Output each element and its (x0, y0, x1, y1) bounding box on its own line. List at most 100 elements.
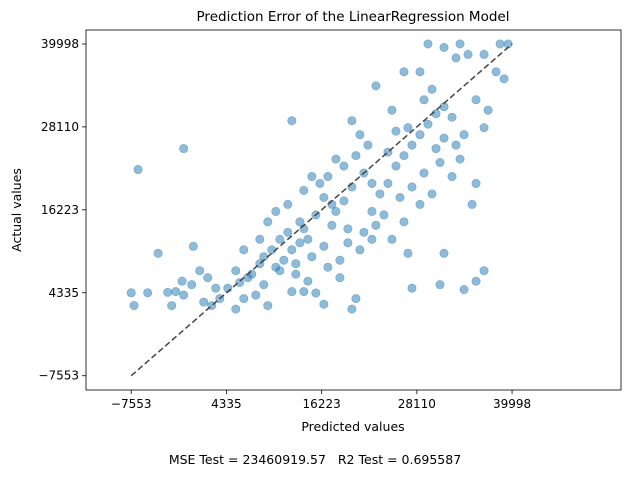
scatter-point (407, 182, 417, 192)
scatter-point (403, 248, 413, 258)
scatter-point (471, 95, 481, 105)
scatter-point (387, 105, 397, 115)
scatter-point (359, 227, 369, 237)
scatter-point (203, 273, 213, 283)
scatter-point (387, 234, 397, 244)
scatter-point (129, 301, 139, 311)
scatter-point (419, 95, 429, 105)
scatter-point (463, 49, 473, 59)
scatter-point (455, 154, 465, 164)
scatter-point (295, 217, 305, 227)
scatter-point (263, 301, 273, 311)
scatter-point (499, 74, 509, 84)
scatter-point (459, 285, 469, 295)
scatter-point (367, 178, 377, 188)
scatter-point (459, 130, 469, 140)
scatter-point (407, 283, 417, 293)
scatter-point (335, 255, 345, 265)
scatter-point (295, 238, 305, 248)
scatter-point (391, 126, 401, 136)
tick-layer: −7553 4335 16223 28110 39998 −7553 4335 16223 28… (38, 37, 531, 411)
scatter-point (231, 266, 241, 276)
x-tick-label: −7553 (111, 397, 152, 411)
scatter-point (323, 172, 333, 182)
scatter-point (303, 276, 313, 286)
x-tick-label: 39998 (493, 397, 531, 411)
scatter-point (319, 241, 329, 251)
scatter-point (163, 287, 173, 297)
scatter-point (431, 144, 441, 154)
scatter-point (399, 217, 409, 227)
scatter-point (287, 287, 297, 297)
scatter-point (451, 140, 461, 150)
scatter-point (343, 224, 353, 234)
scatter-point (335, 273, 345, 283)
scatter-point (495, 39, 505, 49)
scatter-point (347, 116, 357, 126)
scatter-point (399, 67, 409, 77)
scatter-point (471, 276, 481, 286)
scatter-point (447, 172, 457, 182)
scatter-point (291, 269, 301, 279)
scatter-point (355, 245, 365, 255)
scatter-point (479, 266, 489, 276)
scatter-point (467, 199, 477, 209)
scatter-point (491, 67, 501, 77)
scatter-point (199, 297, 209, 307)
scatter-point (331, 154, 341, 164)
scatter-point (415, 199, 425, 209)
scatter-point (479, 123, 489, 133)
scatter-point (347, 304, 357, 314)
scatter-point (211, 283, 221, 293)
scatter-point (455, 39, 465, 49)
scatter-point (435, 158, 445, 168)
scatter-point (126, 288, 136, 298)
scatter-point (371, 81, 381, 91)
scatter-point (439, 42, 449, 52)
scatter-point (363, 140, 373, 150)
scatter-point (171, 287, 181, 297)
y-tick-label: −7553 (38, 369, 79, 383)
scatter-point (231, 304, 241, 314)
scatter-point (427, 84, 437, 94)
scatter-point (423, 39, 433, 49)
x-axis-label: Predicted values (301, 419, 404, 434)
identity-reference-line (130, 43, 513, 377)
scatter-point (351, 294, 361, 304)
x-tick-label: 4335 (211, 397, 242, 411)
scatter-point (415, 130, 425, 140)
scatter-point (283, 227, 293, 237)
scatter-point (367, 206, 377, 216)
scatter-point (315, 178, 325, 188)
scatter-point (259, 280, 269, 290)
scatter-point (423, 119, 433, 129)
x-tick-label: 16223 (303, 397, 341, 411)
scatter-point (239, 245, 249, 255)
scatter-point (188, 241, 198, 251)
scatter-point (153, 248, 163, 258)
scatter-point (287, 116, 297, 126)
scatter-points (126, 39, 513, 314)
scatter-point (435, 280, 445, 290)
scatter-point (383, 178, 393, 188)
scatter-point (167, 301, 177, 311)
scatter-point (187, 280, 197, 290)
scatter-point (311, 288, 321, 298)
scatter-point (323, 262, 333, 272)
y-tick-label: 39998 (41, 37, 79, 51)
scatter-point (291, 259, 301, 269)
scatter-point (331, 206, 341, 216)
scatter-point (307, 172, 317, 182)
scatter-point (283, 199, 293, 209)
scatter-point (439, 133, 449, 143)
scatter-point (239, 294, 249, 304)
scatter-point (371, 220, 381, 230)
scatter-point (407, 140, 417, 150)
scatter-point (399, 151, 409, 161)
scatter-point (327, 220, 337, 230)
scatter-point (271, 262, 281, 272)
scatter-point (451, 53, 461, 63)
scatter-point (479, 49, 489, 59)
scatter-point (447, 112, 457, 122)
